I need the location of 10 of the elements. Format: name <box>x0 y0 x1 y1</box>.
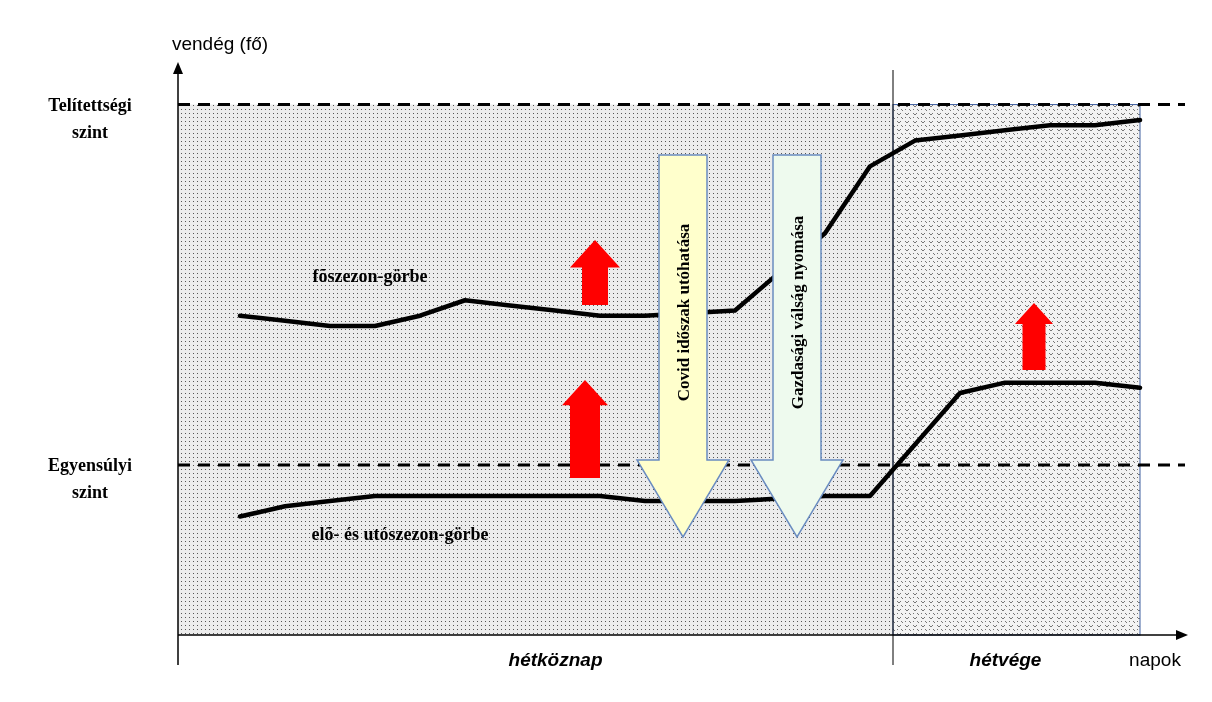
x-axis-title: napok <box>1129 649 1182 670</box>
ref-line-label: Telítettségi szint <box>48 94 132 142</box>
ref-line-label: Egyensúlyi szint <box>47 455 133 503</box>
x-tick-label: hétköznap <box>508 649 603 671</box>
series-label: elõ- és utószezon-görbe <box>311 524 489 544</box>
series-label: fõszezon-görbe <box>312 266 428 286</box>
y-axis-title: vendég (fő) <box>171 33 269 54</box>
x-tick-label: hétvége <box>969 649 1042 671</box>
annotation: Covid időszak utóhatása <box>674 223 693 402</box>
annotation: Gazdasági válság nyomása <box>788 215 807 410</box>
